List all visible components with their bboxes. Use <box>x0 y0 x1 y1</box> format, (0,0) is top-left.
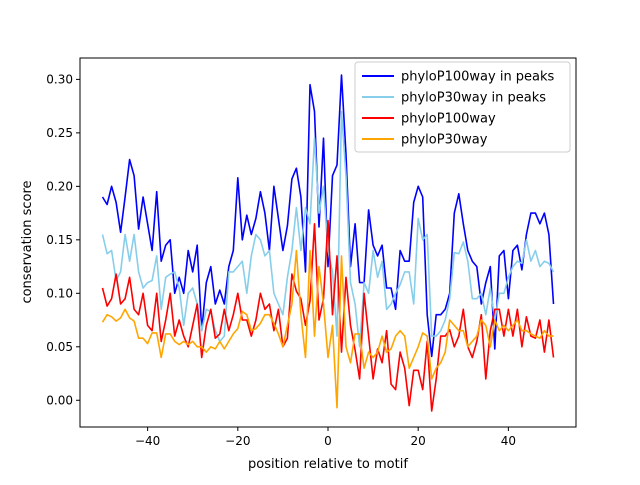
legend-box <box>354 61 571 153</box>
x-tick-label: 20 <box>411 434 426 448</box>
y-tick-label: 0.20 <box>46 179 73 193</box>
y-axis-label: conservation score <box>20 180 35 303</box>
legend-label-2: phyloP100way <box>401 112 496 127</box>
y-tick-label: 0.30 <box>46 72 73 86</box>
series-line-3 <box>101 249 554 409</box>
x-axis-label: position relative to motif <box>248 457 408 472</box>
legend-label-1: phyloP30way in peaks <box>401 91 546 106</box>
y-tick-label: 0.25 <box>46 126 73 140</box>
x-tick-label: −40 <box>135 434 160 448</box>
y-tick-label: 0.10 <box>46 286 73 300</box>
y-axis: 0.00 0.05 0.10 0.15 0.20 0.25 0.30 <box>46 72 80 407</box>
series-line-1 <box>101 110 555 348</box>
legend-label-3: phyloP30way <box>401 133 488 148</box>
y-tick-label: 0.05 <box>46 340 73 354</box>
x-tick-label: 0 <box>324 434 332 448</box>
y-tick-label: 0.00 <box>46 393 73 407</box>
legend-label-0: phyloP100way in peaks <box>401 70 555 85</box>
x-axis: −40 −20 0 20 40 <box>135 427 516 448</box>
y-tick-label: 0.15 <box>46 233 73 247</box>
x-tick-label: −20 <box>225 434 250 448</box>
legend: phyloP100way in peaks phyloP30way in peak… <box>354 61 571 153</box>
series-lines <box>101 74 555 412</box>
x-tick-label: 40 <box>501 434 516 448</box>
